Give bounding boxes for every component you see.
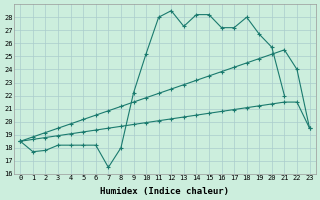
- X-axis label: Humidex (Indice chaleur): Humidex (Indice chaleur): [100, 187, 229, 196]
